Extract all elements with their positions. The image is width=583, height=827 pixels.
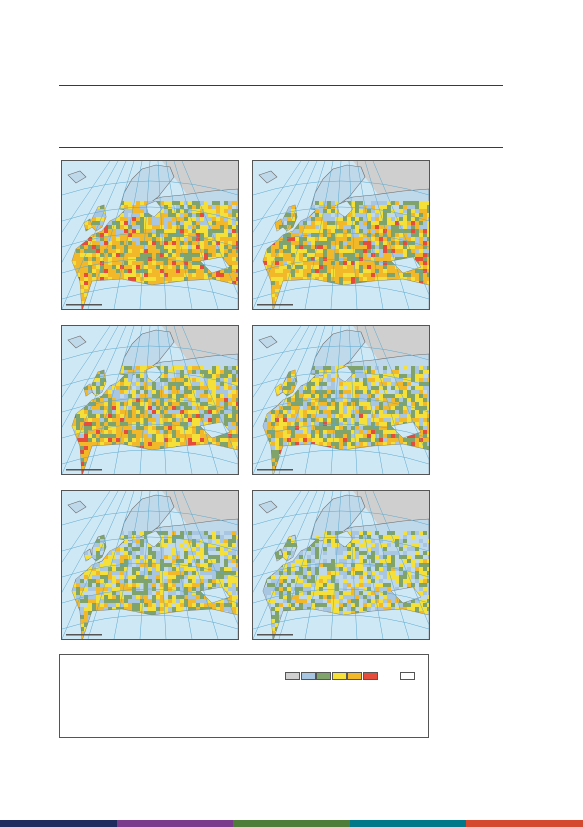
- footer-segment-4: [349, 820, 467, 827]
- europe-map-5: [61, 490, 239, 640]
- rule-top: [59, 85, 503, 86]
- legend-swatch-3: [316, 672, 331, 680]
- legend-box: [59, 654, 429, 738]
- footer-segment-2: [116, 820, 234, 827]
- europe-map-6: [252, 490, 430, 640]
- europe-map-3: [61, 325, 239, 475]
- rule-bottom: [59, 147, 503, 148]
- legend-swatch-1: [285, 672, 300, 680]
- europe-map-4: [252, 325, 430, 475]
- legend-swatch-no-data: [400, 672, 415, 680]
- legend-swatch-6: [362, 672, 378, 680]
- europe-map-2: [252, 160, 430, 310]
- footer-segment-3: [233, 820, 351, 827]
- europe-map-1: [61, 160, 239, 310]
- legend-swatch-4: [331, 672, 347, 680]
- footer-segment-1: [0, 820, 118, 827]
- footer-segment-5: [466, 820, 583, 827]
- legend-swatch-2: [300, 672, 316, 680]
- legend-swatch-5: [347, 672, 362, 680]
